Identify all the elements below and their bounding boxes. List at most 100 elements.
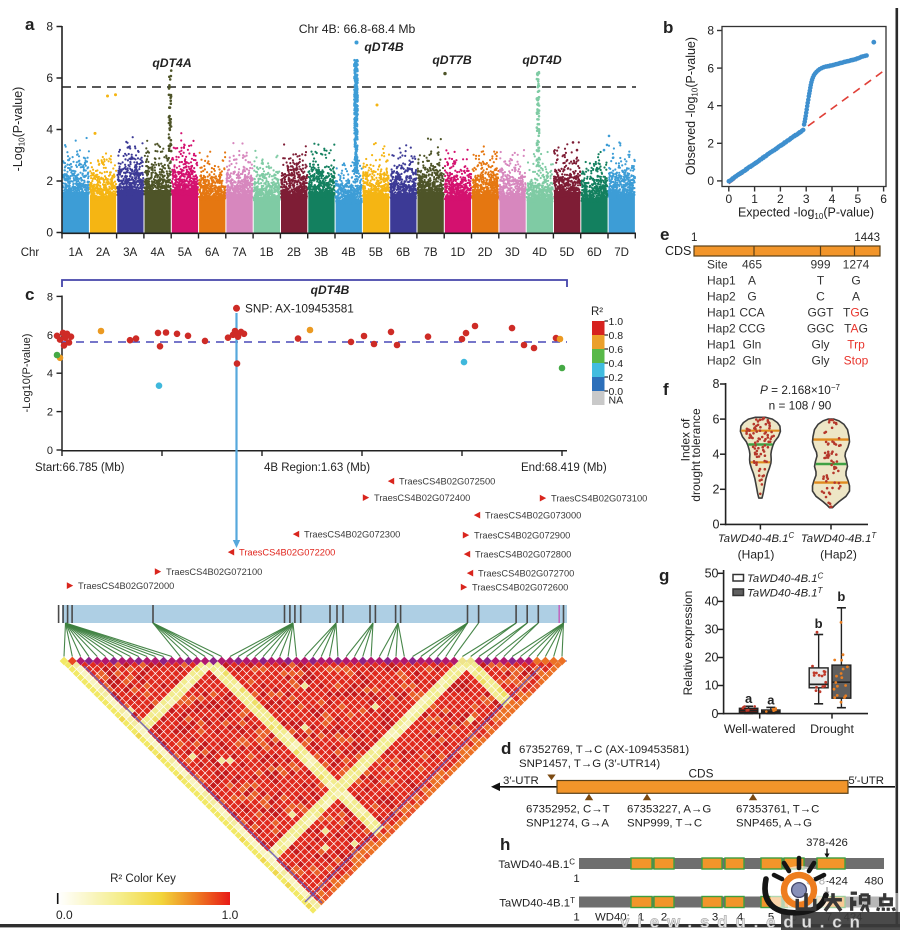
svg-text:Well-watered: Well-watered bbox=[724, 722, 796, 736]
svg-text:ATG: ATG bbox=[748, 274, 861, 288]
svg-text:2D: 2D bbox=[478, 247, 493, 259]
svg-text:6: 6 bbox=[713, 412, 720, 426]
svg-text:6: 6 bbox=[880, 192, 887, 206]
svg-text:e: e bbox=[660, 225, 669, 244]
svg-text:0: 0 bbox=[47, 445, 53, 457]
svg-text:6: 6 bbox=[707, 61, 714, 75]
svg-text:0: 0 bbox=[707, 174, 714, 188]
svg-text:TraesCS4B02G072200: TraesCS4B02G072200 bbox=[239, 548, 335, 558]
svg-text:TraesCS4B02G072400: TraesCS4B02G072400 bbox=[374, 493, 470, 503]
svg-text:TaWD40-4B.1T: TaWD40-4B.1T bbox=[747, 586, 824, 600]
svg-text:5: 5 bbox=[854, 192, 861, 206]
svg-text:Start:66.785 (Mb): Start:66.785 (Mb) bbox=[35, 462, 125, 474]
svg-text:drought tolerance: drought tolerance bbox=[689, 408, 703, 502]
svg-text:SNP1457, T→G (3′-UTR14): SNP1457, T→G (3′-UTR14) bbox=[519, 758, 660, 770]
svg-text:4: 4 bbox=[707, 99, 714, 113]
svg-text:2A: 2A bbox=[96, 247, 110, 259]
svg-text:7B: 7B bbox=[423, 247, 437, 259]
svg-text:5A: 5A bbox=[178, 247, 192, 259]
svg-text:2: 2 bbox=[713, 483, 720, 497]
svg-text:0.0: 0.0 bbox=[609, 386, 624, 398]
svg-text:h: h bbox=[500, 835, 510, 854]
svg-text:view.sdu.edu.cn: view.sdu.edu.cn bbox=[620, 913, 868, 931]
svg-text:8: 8 bbox=[713, 377, 720, 391]
svg-text:P = 2.168×10−7: P = 2.168×10−7 bbox=[760, 383, 841, 397]
svg-text:0.6: 0.6 bbox=[609, 344, 624, 356]
svg-text:0: 0 bbox=[725, 192, 732, 206]
svg-text:g: g bbox=[659, 566, 669, 585]
svg-text:10: 10 bbox=[705, 679, 719, 693]
svg-text:TraesCS4B02G072500: TraesCS4B02G072500 bbox=[399, 477, 495, 487]
svg-text:-Log10(P-value): -Log10(P-value) bbox=[11, 87, 27, 172]
svg-text:3: 3 bbox=[803, 192, 810, 206]
svg-text:Site: Site bbox=[707, 258, 728, 272]
svg-text:0: 0 bbox=[46, 226, 53, 240]
svg-text:1D: 1D bbox=[450, 247, 465, 259]
svg-text:7D: 7D bbox=[614, 247, 629, 259]
svg-text:Hap2: Hap2 bbox=[707, 322, 736, 336]
svg-text:0.0: 0.0 bbox=[56, 908, 73, 922]
svg-text:qDT4A: qDT4A bbox=[152, 56, 191, 70]
svg-text:4: 4 bbox=[713, 447, 720, 461]
svg-text:TraesCS4B02G072800: TraesCS4B02G072800 bbox=[475, 550, 571, 560]
svg-text:b: b bbox=[837, 589, 845, 604]
svg-text:7A: 7A bbox=[232, 247, 246, 259]
svg-text:6A: 6A bbox=[205, 247, 219, 259]
svg-text:WD40:: WD40: bbox=[595, 912, 630, 924]
svg-text:67353761, T→C: 67353761, T→C bbox=[736, 804, 819, 816]
svg-text:TaWD40-4B.1C: TaWD40-4B.1C bbox=[718, 531, 795, 545]
svg-text:1443: 1443 bbox=[854, 232, 880, 244]
svg-text:4B: 4B bbox=[342, 247, 356, 259]
svg-text:5: 5 bbox=[768, 912, 774, 924]
svg-text:Drought: Drought bbox=[810, 722, 854, 736]
svg-text:6: 6 bbox=[47, 330, 53, 342]
svg-text:2: 2 bbox=[46, 174, 53, 188]
svg-text:1: 1 bbox=[691, 232, 697, 244]
svg-text:CDS: CDS bbox=[689, 767, 714, 781]
svg-text:1B: 1B bbox=[260, 247, 274, 259]
svg-text:2B: 2B bbox=[287, 247, 301, 259]
svg-text:67352769, T→C (AX-109453581): 67352769, T→C (AX-109453581) bbox=[519, 744, 689, 756]
svg-text:8: 8 bbox=[46, 20, 53, 34]
svg-text:4: 4 bbox=[737, 912, 743, 924]
svg-text:SNP465, A→G: SNP465, A→G bbox=[736, 818, 812, 830]
svg-text:4: 4 bbox=[829, 192, 836, 206]
svg-text:1A: 1A bbox=[69, 247, 83, 259]
svg-text:CDS: CDS bbox=[665, 244, 691, 258]
svg-text:Observed -log10(P-value): Observed -log10(P-value) bbox=[684, 37, 700, 175]
svg-text:4B Region:1.63 (Mb): 4B Region:1.63 (Mb) bbox=[264, 462, 370, 474]
svg-text:a: a bbox=[25, 15, 35, 34]
svg-text:n = 108 / 90: n = 108 / 90 bbox=[769, 399, 832, 413]
svg-text:2: 2 bbox=[661, 912, 667, 924]
svg-text:SNP: AX-109453581: SNP: AX-109453581 bbox=[245, 302, 354, 316]
svg-text:4D: 4D bbox=[532, 247, 547, 259]
svg-text:d: d bbox=[501, 739, 511, 758]
svg-text:4A: 4A bbox=[150, 247, 164, 259]
svg-text:1: 1 bbox=[751, 192, 758, 206]
svg-text:-Log10(P-value): -Log10(P-value) bbox=[21, 334, 33, 413]
svg-text:3D: 3D bbox=[505, 247, 520, 259]
svg-text:b: b bbox=[815, 616, 823, 631]
svg-text:2: 2 bbox=[707, 137, 714, 151]
svg-text:End:68.419 (Mb): End:68.419 (Mb) bbox=[521, 462, 607, 474]
svg-text:GCA: GCA bbox=[747, 290, 860, 304]
svg-text:b: b bbox=[663, 18, 673, 37]
svg-text:qDT4B: qDT4B bbox=[364, 40, 403, 54]
svg-text:qDT4B: qDT4B bbox=[311, 283, 350, 297]
svg-text:3′-UTR: 3′-UTR bbox=[503, 775, 539, 787]
svg-text:TraesCS4B02G072700: TraesCS4B02G072700 bbox=[478, 569, 574, 579]
svg-text:67353227, A→G: 67353227, A→G bbox=[627, 804, 711, 816]
svg-text:2: 2 bbox=[777, 192, 784, 206]
svg-text:Index of: Index of bbox=[679, 418, 693, 461]
svg-text:6D: 6D bbox=[587, 247, 602, 259]
svg-text:6B: 6B bbox=[396, 247, 410, 259]
svg-text:Hap1: Hap1 bbox=[707, 306, 736, 320]
svg-text:qDT7B: qDT7B bbox=[432, 53, 471, 67]
svg-text:0: 0 bbox=[713, 518, 720, 532]
svg-text:1.0: 1.0 bbox=[609, 316, 624, 328]
svg-text:TaWD40-4B.1C: TaWD40-4B.1C bbox=[498, 858, 575, 872]
svg-text:TraesCS4B02G072100: TraesCS4B02G072100 bbox=[166, 567, 262, 577]
